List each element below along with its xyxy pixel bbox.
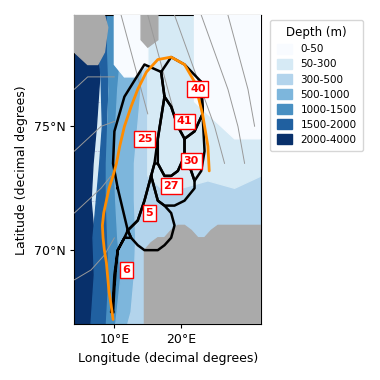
Polygon shape <box>74 15 108 65</box>
Polygon shape <box>74 15 101 325</box>
Polygon shape <box>128 15 261 325</box>
Polygon shape <box>91 15 111 325</box>
Polygon shape <box>195 15 261 139</box>
Text: 6: 6 <box>122 265 130 275</box>
Polygon shape <box>144 225 261 325</box>
Polygon shape <box>106 15 121 325</box>
Polygon shape <box>114 15 148 77</box>
Y-axis label: Latitude (decimal degrees): Latitude (decimal degrees) <box>15 85 28 255</box>
Text: 41: 41 <box>177 116 192 127</box>
Text: 25: 25 <box>137 134 152 144</box>
Polygon shape <box>114 15 144 325</box>
X-axis label: Longitude (decimal degrees): Longitude (decimal degrees) <box>78 352 258 365</box>
Polygon shape <box>141 15 158 47</box>
Polygon shape <box>148 15 261 188</box>
Text: 30: 30 <box>184 156 199 166</box>
Text: 27: 27 <box>163 181 179 191</box>
Text: 40: 40 <box>190 84 206 94</box>
Text: 5: 5 <box>145 208 153 218</box>
Legend: 0-50, 50-300, 300-500, 500-1000, 1000-1500, 1500-2000, 2000-4000: 0-50, 50-300, 300-500, 500-1000, 1000-15… <box>270 20 363 151</box>
